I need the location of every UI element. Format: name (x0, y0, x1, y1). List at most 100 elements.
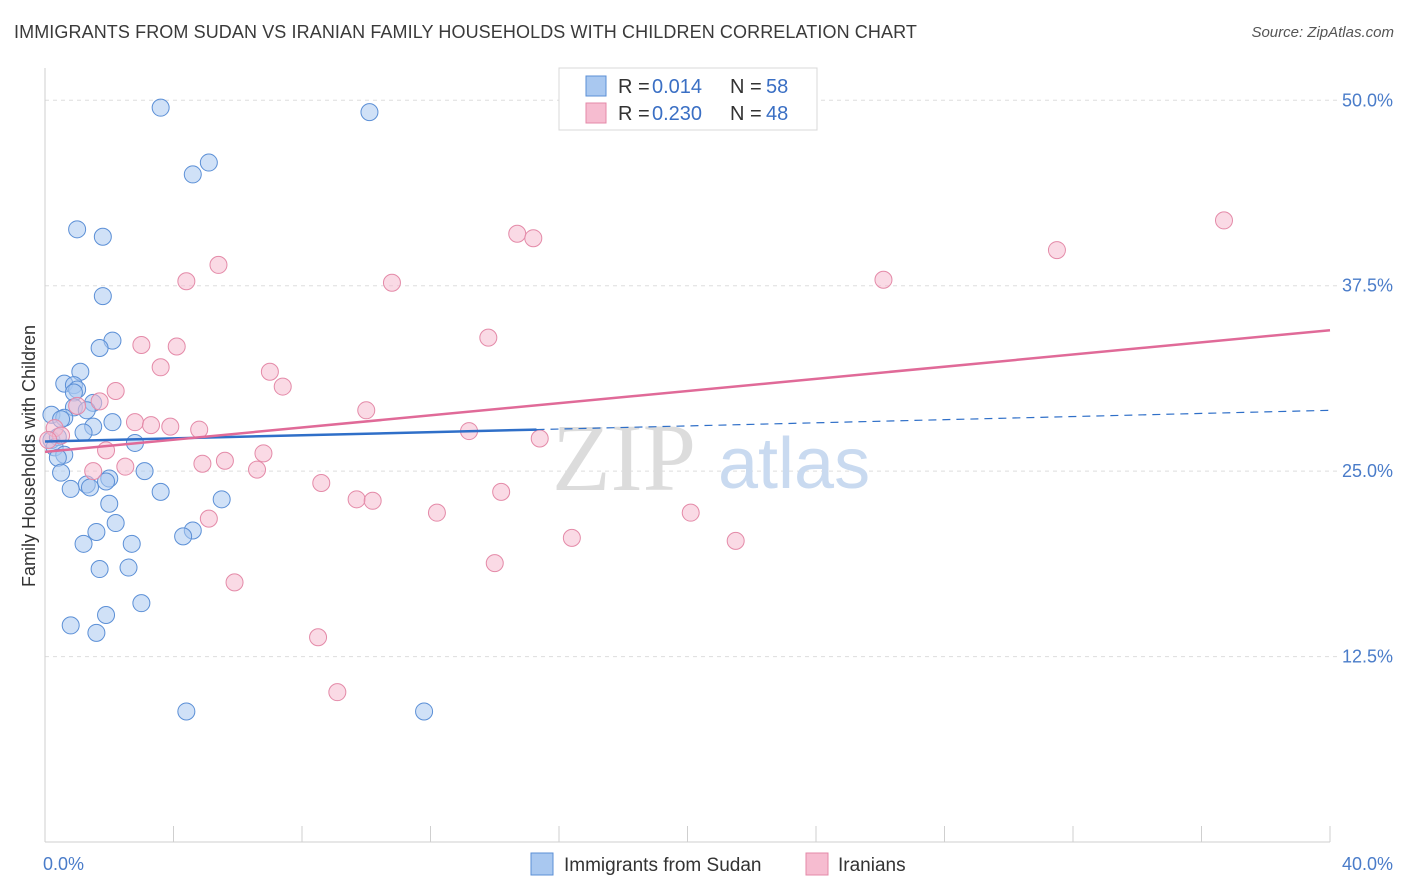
legend-sudan-r-value: 0.014 (652, 76, 702, 98)
y-tick-label-1: 25.0% (1342, 461, 1393, 481)
sudan-point-35 (61, 479, 80, 498)
iran-point-41 (562, 528, 581, 547)
iran-point-8 (479, 328, 498, 347)
legend-sudan-n-value: 58 (766, 76, 788, 98)
iran-point-28 (254, 444, 273, 463)
bottom-legend-label-iran: Iranians (838, 855, 906, 876)
legend-iran-r-value: 0.230 (652, 103, 702, 125)
iran-point-14 (106, 382, 125, 401)
iran-point-2 (524, 229, 543, 248)
sudan-point-39 (106, 514, 125, 533)
sudan-point-47 (132, 594, 151, 613)
chart-title: IMMIGRANTS FROM SUDAN VS IRANIAN FAMILY … (14, 22, 917, 42)
sudan-point-44 (122, 534, 141, 553)
iran-point-12 (260, 362, 279, 381)
trend-lines (44, 328, 1331, 454)
axes (44, 68, 1331, 843)
iran-point-42 (726, 531, 745, 550)
iran-point-1 (508, 224, 527, 243)
legend-iran-n-value: 48 (766, 103, 788, 125)
sudan-point-6 (93, 287, 112, 306)
iran-point-38 (427, 503, 446, 522)
sudan-point-32 (97, 472, 116, 491)
iran-point-37 (363, 491, 382, 510)
sudan-point-4 (68, 220, 87, 239)
sudan-point-22 (74, 423, 93, 442)
watermark-zip: ZIP (552, 404, 696, 511)
sudan-point-5 (93, 227, 112, 246)
iran-point-29 (215, 451, 234, 470)
watermark-atlas: atlas (718, 424, 870, 504)
sudan-point-42 (174, 527, 193, 546)
iran-point-31 (116, 457, 135, 476)
iran-point-18 (125, 413, 144, 432)
y-tick-label-2: 37.5% (1342, 276, 1393, 296)
legend-iran-r-label: R = (618, 103, 650, 125)
x-tick-label-1: 40.0% (1342, 854, 1393, 874)
sudan-point-49 (61, 616, 80, 635)
x-tick-label-0: 0.0% (43, 854, 84, 874)
sudan-point-1 (360, 103, 379, 122)
sudan-trend-extension (536, 409, 1331, 431)
sudan-point-20 (103, 413, 122, 432)
sudan-point-29 (135, 462, 154, 481)
sudan-point-48 (97, 606, 116, 625)
iran-point-11 (151, 358, 170, 377)
legend-sudan-n-label: N = (730, 76, 762, 98)
sudan-point-51 (177, 702, 196, 721)
sudan-point-52 (415, 702, 434, 721)
iran-point-44 (225, 573, 244, 592)
y-tick-label-3: 50.0% (1342, 90, 1393, 110)
iran-point-15 (90, 392, 109, 411)
iran-point-45 (309, 628, 328, 647)
sudan-point-46 (90, 560, 109, 579)
iran-point-40 (199, 509, 218, 528)
iran-point-33 (84, 462, 103, 481)
iran-point-34 (312, 473, 331, 492)
iran-point-9 (132, 336, 151, 355)
iran-point-39 (681, 503, 700, 522)
bottom-legend-swatch-sudan (530, 852, 554, 876)
series-iranians-points (39, 211, 1233, 702)
iran-point-0 (1214, 211, 1233, 230)
sudan-point-36 (151, 482, 170, 501)
iran-point-4 (209, 255, 228, 274)
bottom-legend-swatch-iran (805, 852, 829, 876)
iran-point-32 (248, 460, 267, 479)
correlation-legend: R = 0.014 N = 58 R = 0.230 N = 48 (558, 67, 818, 131)
iran-point-6 (382, 273, 401, 292)
y-axis-title: Family Households with Children (19, 325, 39, 587)
sudan-point-34 (80, 478, 99, 497)
iran-point-25 (39, 430, 58, 449)
iran-point-43 (485, 554, 504, 573)
iran-point-17 (357, 401, 376, 420)
sudan-point-3 (183, 165, 202, 184)
iran-point-46 (328, 683, 347, 702)
sudan-point-0 (151, 98, 170, 117)
sudan-point-40 (87, 522, 106, 541)
sudan-point-2 (199, 153, 218, 172)
iran-point-19 (142, 416, 161, 435)
iran-point-10 (167, 337, 186, 356)
grid-lines (45, 99, 1340, 658)
iran-point-20 (161, 417, 180, 436)
x-tick-labels: 0.0% 40.0% (43, 854, 1393, 874)
sudan-point-50 (87, 623, 106, 642)
sudan-point-45 (119, 558, 138, 577)
sudan-trend-line (44, 428, 537, 443)
y-tick-labels: 12.5% 25.0% 37.5% 50.0% (1342, 90, 1393, 666)
iran-point-13 (273, 377, 292, 396)
iran-point-35 (492, 482, 511, 501)
iran-point-7 (874, 270, 893, 289)
source-credit: Source: ZipAtlas.com (1251, 24, 1394, 41)
y-tick-label-0: 12.5% (1342, 647, 1393, 667)
legend-swatch-iran (585, 102, 607, 124)
iran-point-30 (193, 454, 212, 473)
sudan-point-38 (100, 494, 119, 513)
iran-point-16 (68, 396, 87, 415)
legend-iran-n-label: N = (730, 103, 762, 125)
sudan-point-8 (90, 338, 109, 357)
iran-point-3 (1047, 241, 1066, 260)
iran-point-36 (347, 490, 366, 509)
